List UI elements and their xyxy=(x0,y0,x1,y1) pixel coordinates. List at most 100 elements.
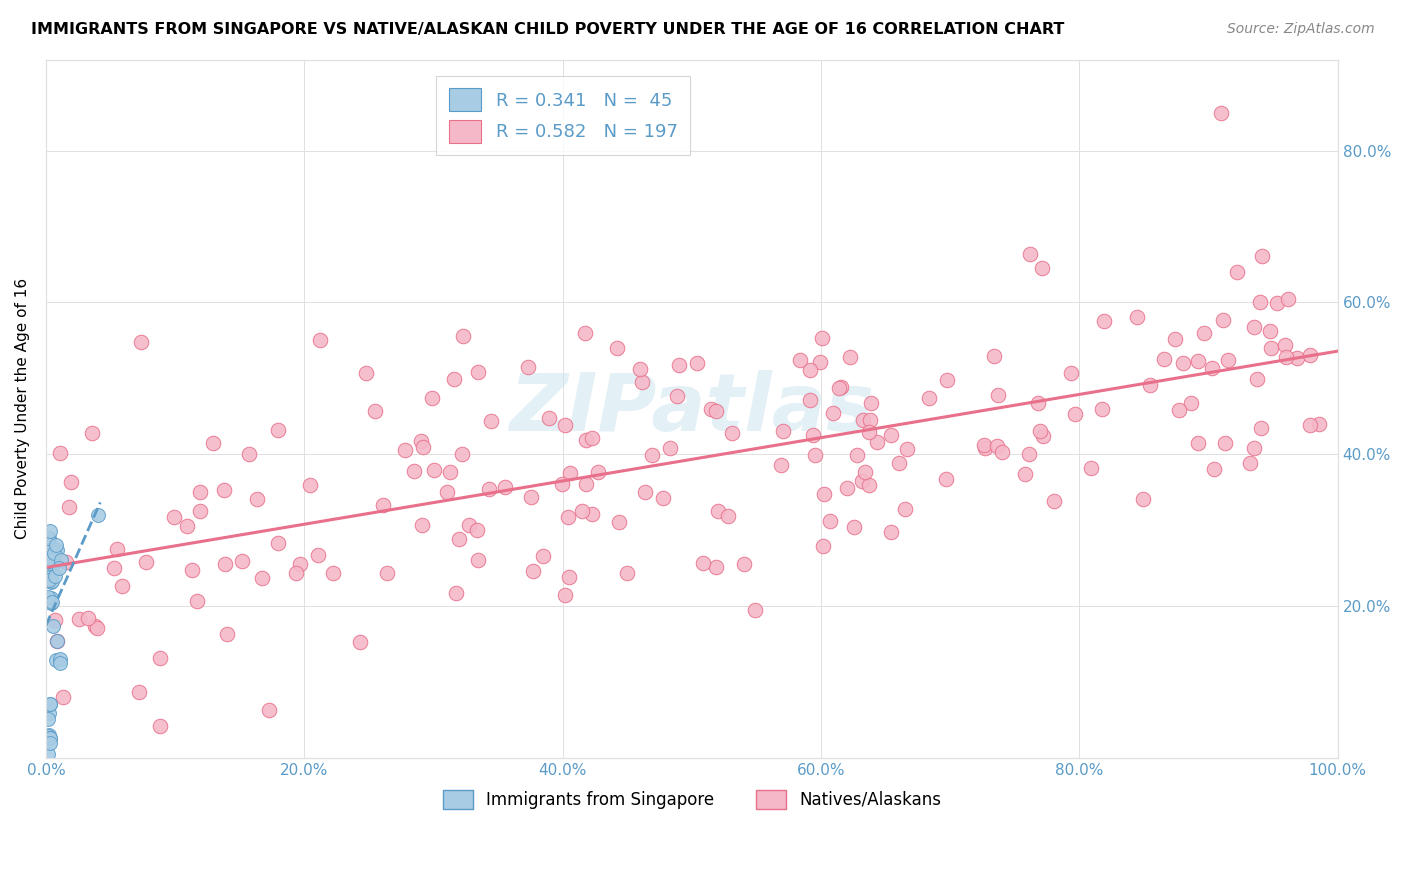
Point xyxy=(41,595,63,609)
Point xyxy=(447,533,470,547)
Point xyxy=(451,447,474,461)
Point xyxy=(866,434,889,449)
Point xyxy=(402,464,425,478)
Point xyxy=(554,588,576,602)
Point xyxy=(1167,403,1189,417)
Point xyxy=(983,349,1005,363)
Point xyxy=(39,549,62,564)
Point xyxy=(772,424,794,438)
Point xyxy=(887,456,910,470)
Point xyxy=(991,445,1014,459)
Point xyxy=(409,434,432,448)
Point xyxy=(799,363,821,377)
Point xyxy=(641,448,664,462)
Point xyxy=(1187,353,1209,368)
Point xyxy=(858,478,880,492)
Point xyxy=(823,406,845,420)
Point xyxy=(811,331,834,345)
Point xyxy=(77,611,100,625)
Point xyxy=(412,441,434,455)
Point xyxy=(880,427,903,442)
Point xyxy=(131,334,153,349)
Point xyxy=(1285,351,1308,365)
Point xyxy=(37,747,59,761)
Point xyxy=(467,365,489,379)
Point xyxy=(804,448,827,462)
Point xyxy=(479,414,502,428)
Point xyxy=(467,552,489,566)
Point xyxy=(734,557,756,571)
Point xyxy=(835,481,858,495)
Point xyxy=(918,391,941,405)
Point xyxy=(858,425,880,439)
Point xyxy=(516,360,538,375)
Point xyxy=(522,564,544,578)
Point xyxy=(973,438,995,452)
Text: Source: ZipAtlas.com: Source: ZipAtlas.com xyxy=(1227,22,1375,37)
Point xyxy=(38,728,60,742)
Point xyxy=(45,653,67,667)
Point xyxy=(852,412,875,426)
Point xyxy=(1132,491,1154,506)
Point xyxy=(537,411,560,425)
Point xyxy=(1213,436,1236,450)
Point xyxy=(176,518,198,533)
Point xyxy=(42,546,65,560)
Point xyxy=(51,553,73,567)
Point xyxy=(1239,456,1261,470)
Point xyxy=(105,541,128,556)
Point xyxy=(859,413,882,427)
Point xyxy=(1032,429,1054,443)
Point xyxy=(707,504,730,518)
Point xyxy=(987,388,1010,402)
Y-axis label: Child Poverty Under the Age of 16: Child Poverty Under the Age of 16 xyxy=(15,278,30,539)
Point xyxy=(394,443,416,458)
Point xyxy=(436,485,458,500)
Point xyxy=(1028,396,1050,410)
Point xyxy=(1063,407,1085,421)
Point xyxy=(39,736,62,750)
Point xyxy=(37,729,59,743)
Point xyxy=(349,635,371,649)
Point xyxy=(1187,436,1209,450)
Point xyxy=(1265,296,1288,310)
Point xyxy=(214,557,236,571)
Point xyxy=(1171,356,1194,370)
Point xyxy=(717,508,740,523)
Point xyxy=(41,564,63,578)
Point xyxy=(744,603,766,617)
Point xyxy=(58,500,80,515)
Point xyxy=(377,566,399,581)
Point xyxy=(149,719,172,733)
Point xyxy=(186,594,208,608)
Point xyxy=(1091,402,1114,417)
Point xyxy=(519,490,541,504)
Point xyxy=(1225,264,1247,278)
Point xyxy=(371,498,394,512)
Point xyxy=(558,466,581,480)
Point xyxy=(39,575,62,590)
Point xyxy=(37,531,59,545)
Point xyxy=(1211,105,1233,120)
Point xyxy=(628,361,651,376)
Point xyxy=(571,504,593,518)
Point xyxy=(557,510,579,524)
Point xyxy=(42,552,65,566)
Point xyxy=(67,611,90,625)
Point xyxy=(38,553,60,567)
Point xyxy=(1249,294,1271,309)
Point xyxy=(1080,461,1102,475)
Point xyxy=(307,548,329,562)
Point xyxy=(38,574,60,588)
Point xyxy=(39,524,62,538)
Point xyxy=(574,326,596,340)
Point xyxy=(250,571,273,585)
Point xyxy=(1299,417,1322,432)
Point xyxy=(49,657,72,671)
Point xyxy=(80,425,103,440)
Point xyxy=(575,433,598,447)
Point xyxy=(1042,494,1064,508)
Point xyxy=(163,510,186,524)
Point xyxy=(838,351,860,365)
Point xyxy=(668,358,690,372)
